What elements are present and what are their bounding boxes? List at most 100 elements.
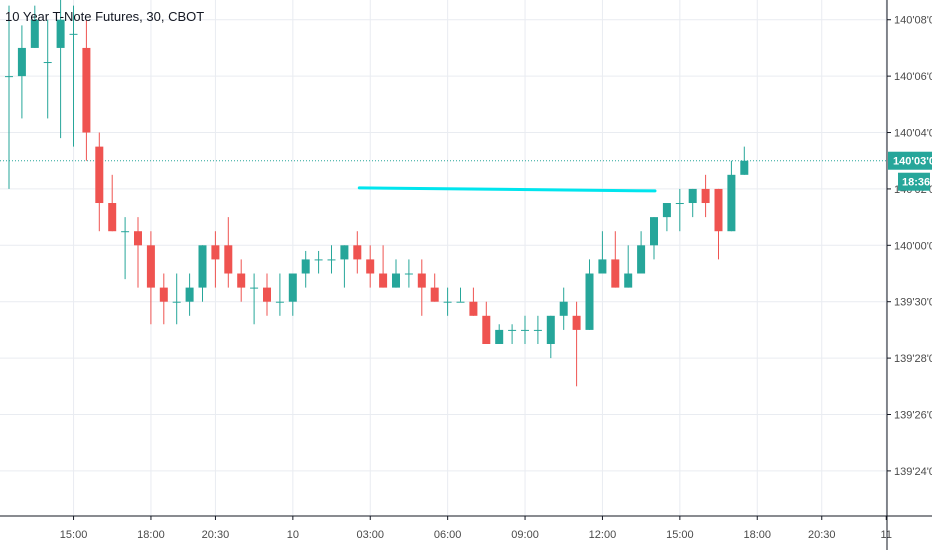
candle-body bbox=[82, 47, 91, 133]
y-tick-label: 139'26'0 bbox=[894, 409, 932, 421]
y-tick-label: 140'00'0 bbox=[894, 240, 932, 252]
candle-body bbox=[404, 273, 413, 275]
last-price-label: 140'03'0 bbox=[893, 156, 932, 168]
candle-body bbox=[172, 301, 181, 303]
candle-body bbox=[637, 245, 646, 274]
candles bbox=[5, 0, 749, 387]
grid bbox=[0, 0, 887, 516]
candle-body bbox=[301, 259, 310, 274]
candle-body bbox=[30, 19, 39, 48]
candle-body bbox=[508, 329, 517, 331]
candle bbox=[740, 146, 749, 175]
y-tick-label: 139'30'0 bbox=[894, 297, 932, 309]
candle-body bbox=[469, 301, 478, 316]
y-tick-label: 140'06'0 bbox=[894, 71, 932, 83]
candle-body bbox=[275, 301, 284, 303]
candle bbox=[95, 132, 104, 232]
annotation-layer bbox=[0, 160, 887, 193]
candle-body bbox=[675, 203, 684, 205]
candle-body bbox=[56, 19, 65, 48]
candle-body bbox=[146, 245, 155, 288]
candle-body bbox=[314, 259, 323, 261]
candle bbox=[146, 231, 155, 325]
candle-body bbox=[521, 329, 529, 331]
candle bbox=[134, 217, 142, 288]
candle-body bbox=[134, 231, 142, 246]
candle-body bbox=[353, 245, 362, 260]
candle-body bbox=[701, 188, 710, 204]
candle-body bbox=[650, 217, 658, 246]
candle bbox=[456, 287, 465, 303]
candle-body bbox=[559, 301, 568, 316]
candle bbox=[288, 273, 297, 316]
x-tick-label: 15:00 bbox=[666, 529, 694, 541]
candle-body bbox=[366, 259, 375, 274]
last-price-badge: 140'03'0 bbox=[888, 151, 932, 170]
candle bbox=[701, 174, 710, 218]
candle bbox=[172, 273, 181, 325]
candle bbox=[275, 273, 284, 316]
candle-body bbox=[662, 203, 671, 218]
candle bbox=[637, 231, 646, 274]
candle-body bbox=[95, 146, 104, 204]
candle-body bbox=[430, 287, 439, 302]
x-tick-label: 20:30 bbox=[808, 529, 836, 541]
candle bbox=[82, 19, 91, 161]
candle bbox=[495, 324, 504, 344]
candle-body bbox=[495, 329, 504, 344]
candle-body bbox=[69, 33, 78, 35]
candle-body bbox=[5, 76, 13, 78]
candle-body bbox=[250, 287, 259, 289]
candle bbox=[392, 259, 400, 288]
candle bbox=[572, 301, 581, 387]
candle bbox=[121, 217, 130, 280]
x-tick-label: 20:30 bbox=[202, 529, 230, 541]
candle bbox=[224, 217, 233, 288]
candle bbox=[559, 287, 568, 330]
candle-body bbox=[185, 287, 194, 302]
candle-body bbox=[17, 47, 26, 77]
candle-body bbox=[624, 273, 633, 288]
candle bbox=[688, 188, 697, 218]
countdown-badge: 18:36 bbox=[898, 172, 930, 191]
candle-body bbox=[417, 273, 426, 288]
last-price-badge-bg bbox=[888, 151, 932, 170]
candle bbox=[353, 231, 362, 274]
x-tick-label: 10 bbox=[287, 529, 299, 541]
candle bbox=[714, 188, 723, 260]
candle bbox=[650, 217, 658, 260]
candle-body bbox=[456, 301, 465, 303]
candle-body bbox=[211, 245, 220, 260]
candle-body bbox=[688, 188, 697, 204]
candle-body bbox=[546, 315, 555, 344]
x-tick-label: 11 bbox=[881, 529, 892, 541]
x-tick-label: 18:00 bbox=[137, 529, 165, 541]
candle-body bbox=[598, 259, 607, 274]
x-tick-label: 18:00 bbox=[743, 529, 771, 541]
candle-body bbox=[224, 245, 233, 274]
candle bbox=[211, 231, 220, 288]
candle-body bbox=[43, 62, 52, 64]
candle-body bbox=[533, 329, 542, 331]
candle-body bbox=[108, 203, 117, 232]
candle-body bbox=[443, 301, 452, 303]
candle bbox=[5, 5, 13, 189]
candle bbox=[108, 174, 117, 232]
candle bbox=[237, 259, 246, 302]
countdown-badge-bg bbox=[898, 172, 930, 191]
candle bbox=[159, 273, 168, 325]
y-tick-label: 139'24'0 bbox=[894, 466, 932, 478]
candle bbox=[598, 231, 607, 274]
candle bbox=[675, 188, 684, 232]
candle-body bbox=[121, 231, 130, 233]
candle-body bbox=[288, 273, 297, 302]
candle bbox=[250, 273, 259, 325]
candle-body bbox=[572, 315, 581, 330]
candle bbox=[340, 245, 349, 288]
candle-body bbox=[714, 188, 723, 232]
candle-body bbox=[740, 160, 749, 175]
candle bbox=[482, 301, 491, 344]
candle-body bbox=[198, 245, 207, 288]
